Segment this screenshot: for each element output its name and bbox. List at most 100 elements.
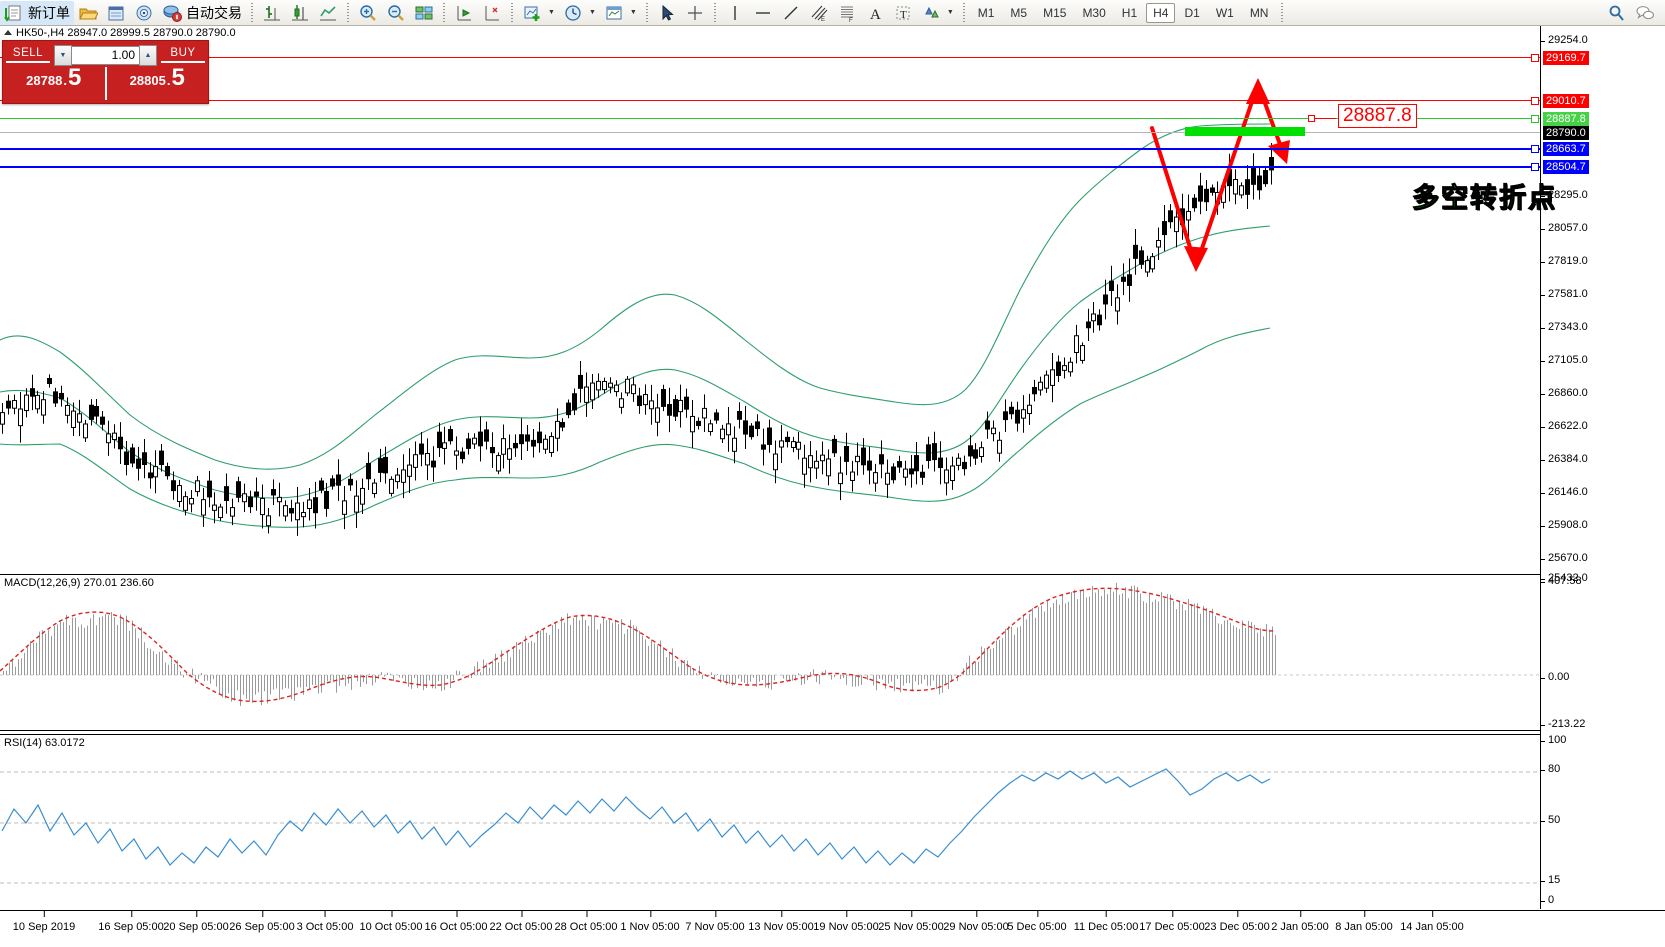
timeframe-mn[interactable]: MN: [1243, 3, 1276, 23]
timeframe-w1[interactable]: W1: [1209, 3, 1241, 23]
time-tick: 16 Sep 05:00: [98, 921, 163, 933]
time-tick: 16 Oct 05:00: [425, 921, 488, 933]
resistance-line-29169[interactable]: [0, 57, 1540, 58]
navigator-button[interactable]: [130, 1, 158, 25]
bar-chart-button[interactable]: [258, 1, 286, 25]
chat-button[interactable]: [1631, 1, 1659, 25]
time-tick: 29 Nov 05:00: [943, 921, 1008, 933]
price-callout-connector: [1308, 118, 1336, 119]
line-chart-button[interactable]: [314, 1, 342, 25]
zoom-in-icon: [358, 3, 378, 23]
chevron-down-icon[interactable]: ▼: [589, 9, 596, 16]
volume-input[interactable]: 1.00: [72, 46, 139, 65]
templates-button[interactable]: ▼: [600, 1, 641, 25]
time-tick: 10 Oct 05:00: [360, 921, 423, 933]
sell-button[interactable]: 28788 . 5: [3, 67, 107, 100]
folder-button[interactable]: [74, 1, 102, 25]
new-order-button[interactable]: 新订单: [0, 1, 74, 25]
timeframe-d1[interactable]: D1: [1177, 3, 1206, 23]
text-label-icon: T: [893, 3, 913, 23]
text-button[interactable]: A: [861, 1, 889, 25]
sell-label[interactable]: SELL: [6, 47, 50, 63]
periods-button[interactable]: ▼: [559, 1, 600, 25]
trendline-button[interactable]: [777, 1, 805, 25]
vertical-line-icon: [725, 3, 745, 23]
timeframe-m15[interactable]: M15: [1036, 3, 1073, 23]
trend-arrow-annotation: [1152, 84, 1285, 266]
price-chip-resistance-1[interactable]: 29169.7: [1543, 51, 1589, 65]
zoom-in-button[interactable]: [354, 1, 382, 25]
fibonacci-icon: F: [837, 3, 857, 23]
periods-icon: [563, 3, 583, 23]
time-tick: 10 Sep 2019: [13, 921, 75, 933]
chinese-annotation[interactable]: 多空转折点: [1412, 176, 1557, 215]
time-tick: 26 Sep 05:00: [229, 921, 294, 933]
chart-window[interactable]: HK50-,H4 28947.0 28999.5 28790.0 28790.0: [0, 26, 1665, 946]
timeframe-m1[interactable]: M1: [971, 3, 1002, 23]
horizontal-line-button[interactable]: [749, 1, 777, 25]
equidistant-channel-button[interactable]: E: [805, 1, 833, 25]
time-axis[interactable]: 10 Sep 2019 16 Sep 05:00 20 Sep 05:00 26…: [0, 910, 1665, 947]
buy-button[interactable]: 28805 . 5: [107, 67, 209, 100]
collapse-triangle-icon[interactable]: [4, 30, 12, 35]
price-chip-target[interactable]: 28887.8: [1543, 112, 1589, 126]
resistance-handle-29169[interactable]: [1531, 54, 1539, 62]
time-tick: 20 Sep 05:00: [163, 921, 228, 933]
timeframe-h4[interactable]: H4: [1146, 3, 1175, 23]
price-chip-support-1[interactable]: 28663.7: [1543, 142, 1589, 156]
time-tick: 11 Dec 05:00: [1074, 921, 1139, 933]
time-tick: 23 Dec 05:00: [1204, 921, 1269, 933]
auto-scroll-button[interactable]: [478, 1, 506, 25]
chat-icon: [1635, 3, 1655, 23]
rsi-pane[interactable]: RSI(14) 63.0172: [0, 734, 1540, 911]
timeframe-m5[interactable]: M5: [1003, 3, 1034, 23]
templates-icon: [604, 3, 624, 23]
chart-shift-button[interactable]: [450, 1, 478, 25]
auto-trading-button[interactable]: 自动交易: [158, 1, 246, 25]
toolbar-separator: [1281, 3, 1283, 23]
target-handle-28887[interactable]: [1531, 115, 1539, 123]
price-axis[interactable]: 29254.0 29169.7 29010.7 28887.8 28790.0 …: [1540, 26, 1665, 909]
indicators-button[interactable]: ▼: [518, 1, 559, 25]
support-handle-28504[interactable]: [1531, 163, 1539, 171]
support-line-28504[interactable]: [0, 166, 1540, 168]
toolbar-separator: [443, 3, 445, 23]
crosshair-button[interactable]: [681, 1, 709, 25]
cursor-button[interactable]: [653, 1, 681, 25]
timeframe-h1[interactable]: H1: [1115, 3, 1144, 23]
text-icon: A: [865, 3, 885, 23]
main-toolbar: 新订单: [0, 0, 1665, 26]
fibonacci-button[interactable]: F: [833, 1, 861, 25]
support-handle-28663[interactable]: [1531, 145, 1539, 153]
crosshair-icon: [685, 3, 705, 23]
text-label-button[interactable]: T: [889, 1, 917, 25]
chevron-down-icon[interactable]: ▼: [548, 9, 555, 16]
trade-panel-quotes: 28788 . 5 28805 . 5: [3, 67, 208, 100]
data-window-button[interactable]: [102, 1, 130, 25]
tile-windows-icon: [414, 3, 434, 23]
resistance-line-29010[interactable]: [0, 100, 1540, 101]
volume-increment-button[interactable]: ▲: [139, 45, 157, 66]
candlestick-chart-button[interactable]: [286, 1, 314, 25]
search-button[interactable]: [1603, 1, 1631, 25]
support-line-28663[interactable]: [0, 148, 1540, 150]
indicators-icon: [522, 3, 542, 23]
buy-label[interactable]: BUY: [161, 47, 205, 63]
price-chip-support-2[interactable]: 28504.7: [1543, 160, 1589, 174]
volume-decrement-button[interactable]: ▼: [54, 45, 72, 66]
time-tick: 22 Oct 05:00: [490, 921, 553, 933]
vertical-line-button[interactable]: [721, 1, 749, 25]
resistance-handle-29010[interactable]: [1531, 97, 1539, 105]
timeframe-m30[interactable]: M30: [1075, 3, 1112, 23]
macd-pane[interactable]: MACD(12,26,9) 270.01 236.60: [0, 574, 1540, 731]
zoom-out-button[interactable]: [382, 1, 410, 25]
chevron-down-icon[interactable]: ▼: [630, 9, 637, 16]
price-callout[interactable]: 28887.8: [1338, 104, 1417, 128]
candlestick-series: [1, 143, 1274, 536]
shapes-button[interactable]: ▼: [917, 1, 958, 25]
one-click-trading-panel[interactable]: SELL ▼ 1.00 ▲ BUY 28788 . 5 28805 . 5: [2, 40, 209, 104]
volume-stepper[interactable]: ▼ 1.00 ▲: [54, 45, 157, 65]
price-chip-resistance-2[interactable]: 29010.7: [1543, 94, 1589, 108]
chevron-down-icon[interactable]: ▼: [947, 9, 954, 16]
tile-windows-button[interactable]: [410, 1, 438, 25]
